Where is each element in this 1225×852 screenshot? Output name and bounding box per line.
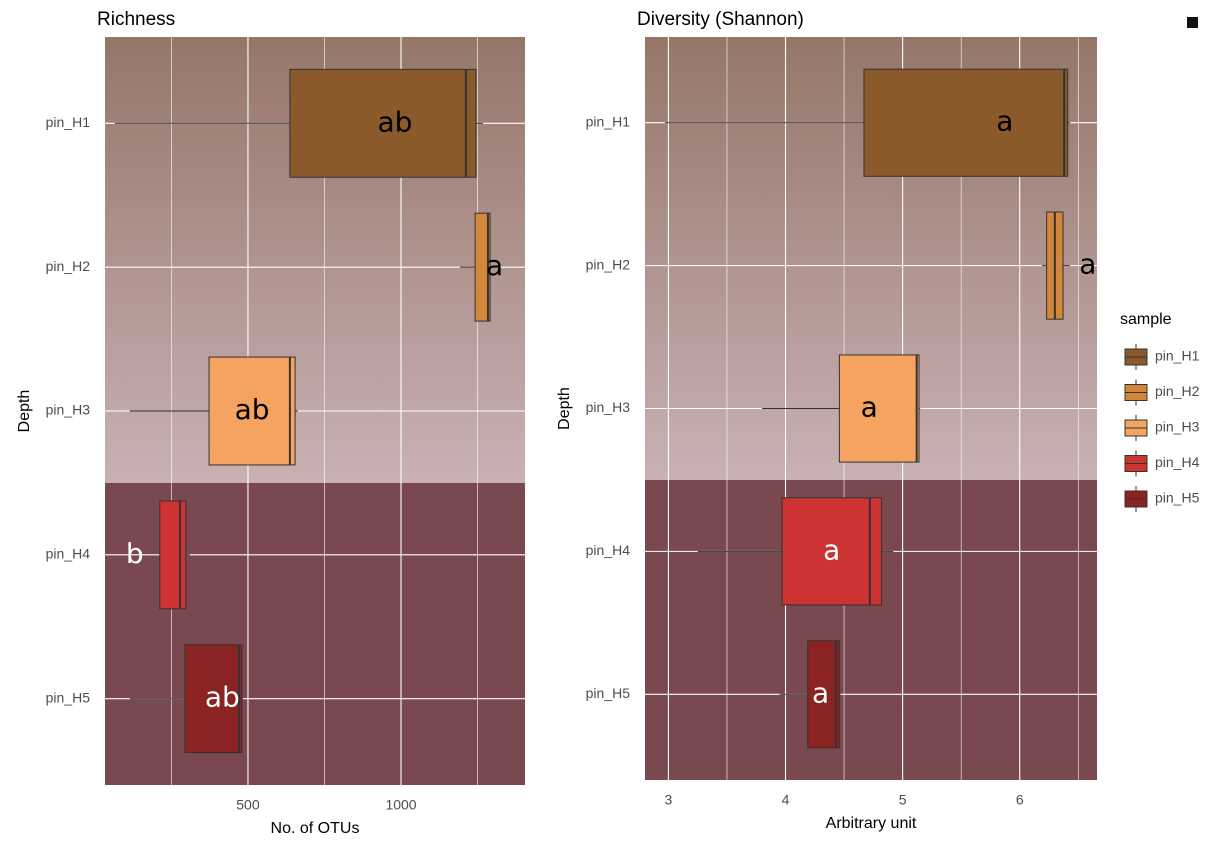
box: [863, 68, 1069, 177]
group-letter: ab: [205, 681, 240, 714]
legend-label: pin_H3: [1155, 419, 1200, 435]
box: [159, 500, 187, 610]
x-axis-title: No. of OTUs: [271, 820, 360, 837]
x-tick-label: 5: [899, 792, 907, 808]
legend-label: pin_H5: [1155, 490, 1200, 506]
box: [474, 212, 491, 322]
x-tick-label: 4: [782, 792, 790, 808]
box: [208, 356, 296, 466]
group-letter: a: [1079, 248, 1096, 281]
box: [289, 68, 477, 178]
box: [807, 640, 840, 749]
y-axis-title: Depth: [16, 390, 33, 433]
x-tick-label: 3: [665, 792, 673, 808]
group-letter: a: [861, 391, 878, 424]
chart-title: Diversity (Shannon): [637, 9, 804, 30]
x-tick-label: 6: [1016, 792, 1024, 808]
group-letter: a: [812, 676, 829, 709]
group-letter: a: [823, 533, 840, 566]
x-tick-label: 500: [236, 797, 260, 813]
y-tick-label: pin_H3: [46, 402, 91, 418]
y-tick-label: pin_H5: [586, 685, 631, 701]
y-tick-label: pin_H1: [46, 114, 91, 130]
group-letter: ab: [377, 105, 412, 138]
y-tick-label: pin_H3: [586, 399, 631, 415]
group-letter: ab: [235, 393, 270, 426]
group-letter: a: [996, 105, 1013, 138]
box: [184, 644, 243, 754]
legend-label: pin_H2: [1155, 383, 1200, 399]
box: [838, 354, 920, 463]
y-tick-label: pin_H2: [586, 256, 631, 272]
group-letter: a: [486, 249, 503, 282]
box: [781, 497, 883, 606]
x-axis-title: Arbitrary unit: [826, 815, 917, 832]
y-tick-label: pin_H5: [46, 689, 91, 705]
y-axis-title: Depth: [556, 387, 573, 430]
group-letter: b: [126, 537, 144, 570]
legend-label: pin_H1: [1155, 348, 1200, 364]
x-tick-label: 1000: [385, 797, 416, 813]
legend-title: sample: [1120, 311, 1172, 328]
y-tick-label: pin_H4: [46, 546, 91, 562]
y-tick-label: pin_H4: [586, 542, 631, 558]
corner-square: [1187, 17, 1198, 28]
legend-label: pin_H4: [1155, 454, 1200, 470]
y-tick-label: pin_H2: [46, 258, 91, 274]
y-tick-label: pin_H1: [586, 113, 631, 129]
chart-title: Richness: [97, 9, 175, 30]
